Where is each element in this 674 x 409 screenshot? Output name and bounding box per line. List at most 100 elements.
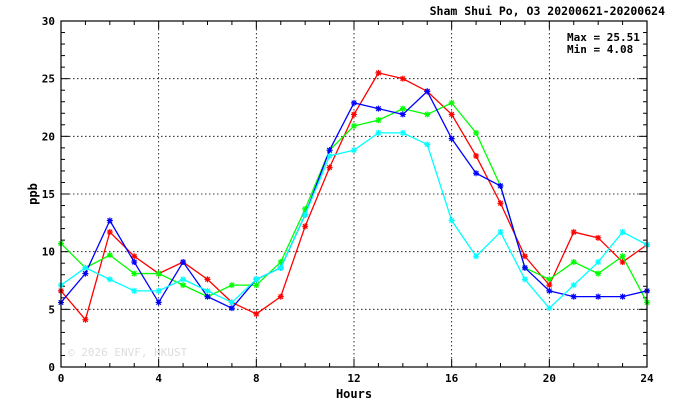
chart-title: Sham Shui Po, O3 20200621-20200624 (430, 4, 665, 18)
data-point (277, 293, 284, 300)
data-point (155, 287, 162, 294)
data-point (473, 170, 480, 177)
data-point (399, 111, 406, 118)
data-point (375, 117, 382, 124)
y-tick-label: 15 (42, 188, 55, 201)
data-point (253, 310, 260, 317)
data-point (131, 253, 138, 260)
y-tick-label: 0 (48, 361, 55, 374)
data-point (228, 282, 235, 289)
data-point (570, 282, 577, 289)
y-tick-label: 20 (42, 130, 55, 143)
data-point (204, 276, 211, 283)
data-point (595, 234, 602, 241)
data-point (155, 270, 162, 277)
data-point (399, 75, 406, 82)
y-tick-label: 25 (42, 73, 55, 86)
y-axis-label: ppb (26, 183, 40, 205)
data-point (521, 276, 528, 283)
data-point (521, 264, 528, 271)
data-point (253, 282, 260, 289)
grid (61, 21, 647, 367)
data-point (302, 223, 309, 230)
data-point (546, 276, 553, 283)
data-point (375, 69, 382, 76)
data-point (497, 182, 504, 189)
data-point (82, 264, 89, 271)
data-point (424, 111, 431, 118)
data-point (106, 252, 113, 259)
plot-frame (60, 20, 648, 368)
data-point (546, 287, 553, 294)
series-group (58, 69, 650, 323)
data-point (619, 259, 626, 266)
x-tick-label: 8 (253, 372, 260, 385)
data-point (302, 211, 309, 218)
data-point (253, 276, 260, 283)
data-point (351, 99, 357, 106)
data-point (277, 259, 284, 266)
data-point (570, 293, 577, 300)
data-point (228, 305, 235, 312)
data-point (106, 217, 113, 224)
data-point (424, 88, 431, 95)
x-tick-label: 0 (58, 372, 65, 385)
data-point (399, 129, 406, 136)
data-point (204, 287, 211, 294)
data-point (497, 229, 504, 236)
data-point (131, 287, 138, 294)
data-point (326, 147, 333, 154)
data-point (326, 164, 333, 171)
data-point (180, 282, 187, 289)
x-tick-label: 24 (640, 372, 654, 385)
data-point (595, 259, 602, 266)
data-point (424, 141, 431, 148)
data-point (521, 253, 528, 260)
data-point (180, 259, 187, 266)
data-point (448, 111, 455, 118)
data-point (351, 111, 357, 118)
data-point (277, 264, 284, 271)
x-tick-label: 20 (543, 372, 556, 385)
data-point (155, 299, 162, 306)
data-point (448, 99, 455, 106)
data-point (448, 217, 455, 224)
data-point (546, 282, 553, 289)
y-tick-label: 30 (42, 15, 55, 28)
data-point (180, 276, 187, 283)
data-point (595, 293, 602, 300)
max-annotation: Max = 25.51 (567, 31, 640, 44)
watermark: © 2026 ENVF, HKUST (68, 346, 188, 359)
data-point (497, 200, 504, 207)
y-tick-label: 5 (48, 303, 55, 316)
data-point (204, 293, 211, 300)
data-point (351, 122, 357, 129)
data-point (595, 270, 602, 277)
data-point (619, 253, 626, 260)
axis-ticks: 0 4 8 12 16 20 24 0 5 10 15 20 25 30 (42, 15, 654, 385)
min-annotation: Min = 4.08 (567, 43, 633, 56)
data-point (473, 253, 480, 260)
data-point (448, 135, 455, 142)
data-point (106, 276, 113, 283)
x-tick-label: 16 (445, 372, 459, 385)
data-point (399, 105, 406, 112)
series-1 (58, 69, 650, 323)
data-point (570, 259, 577, 266)
data-point (106, 229, 113, 236)
x-tick-label: 12 (347, 372, 360, 385)
data-point (131, 259, 138, 266)
data-point (375, 105, 382, 112)
data-point (82, 316, 89, 323)
y-tick-label: 10 (42, 246, 55, 259)
data-point (82, 270, 89, 277)
data-point (375, 129, 382, 136)
data-point (326, 152, 333, 159)
data-point (351, 147, 357, 154)
series-line (60, 102, 648, 303)
data-point (131, 270, 138, 277)
x-axis-label: Hours (336, 387, 372, 401)
x-tick-label: 4 (155, 372, 162, 385)
data-point (619, 293, 626, 300)
